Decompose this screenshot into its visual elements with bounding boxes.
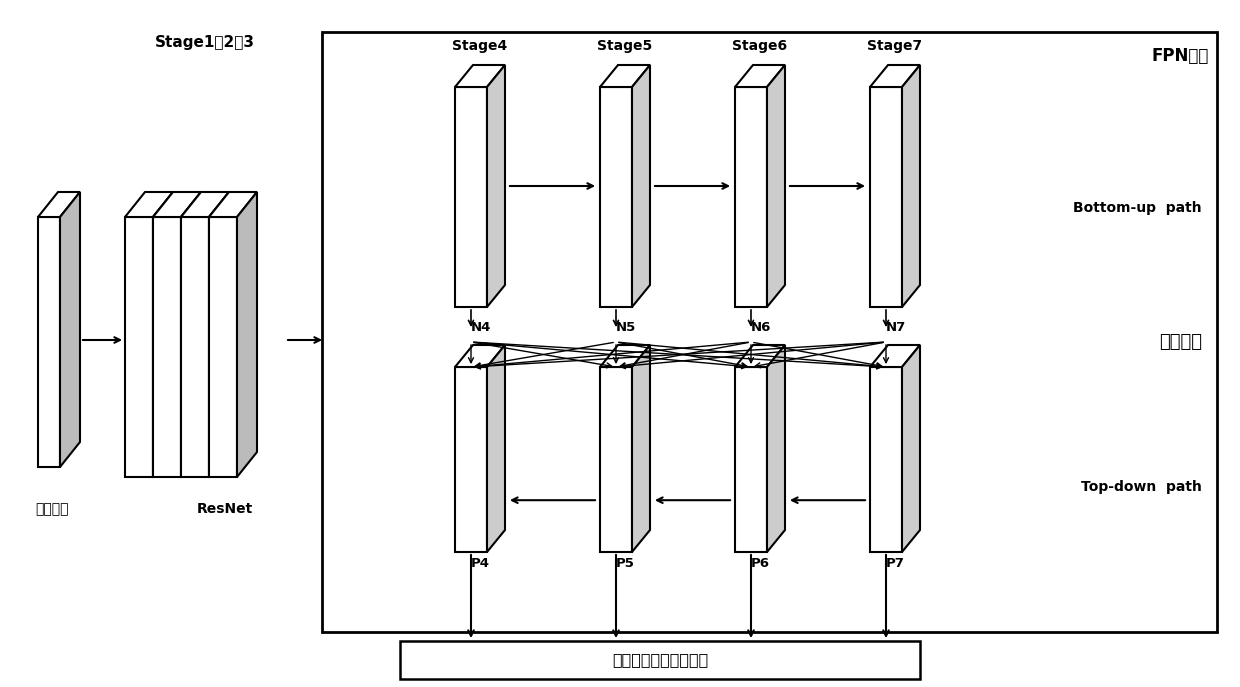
Polygon shape: [632, 65, 650, 307]
Polygon shape: [632, 345, 650, 552]
Text: ResNet: ResNet: [197, 502, 253, 516]
Text: P6: P6: [751, 557, 770, 570]
Bar: [401, 641, 920, 679]
Polygon shape: [870, 87, 901, 307]
Text: Stage7: Stage7: [868, 39, 923, 53]
Polygon shape: [153, 192, 174, 477]
Polygon shape: [455, 87, 487, 307]
Text: Stage6: Stage6: [733, 39, 787, 53]
Polygon shape: [153, 217, 181, 477]
Text: 密集连接: 密集连接: [1159, 333, 1202, 351]
Polygon shape: [768, 345, 785, 552]
Polygon shape: [125, 192, 174, 217]
Text: P7: P7: [887, 557, 905, 570]
Text: N4: N4: [471, 321, 491, 334]
Text: Stage4: Stage4: [453, 39, 507, 53]
Polygon shape: [237, 192, 257, 477]
Text: Bottom-up  path: Bottom-up path: [1074, 201, 1202, 215]
Polygon shape: [60, 192, 81, 467]
Text: P4: P4: [471, 557, 490, 570]
Polygon shape: [210, 192, 257, 217]
Polygon shape: [600, 345, 650, 367]
Polygon shape: [870, 65, 920, 87]
Polygon shape: [870, 367, 901, 552]
Polygon shape: [210, 192, 229, 477]
Polygon shape: [153, 192, 201, 217]
Polygon shape: [125, 217, 153, 477]
Text: N7: N7: [887, 321, 906, 334]
Polygon shape: [181, 192, 229, 217]
Polygon shape: [901, 345, 920, 552]
Polygon shape: [487, 345, 505, 552]
Polygon shape: [901, 65, 920, 307]
Polygon shape: [768, 65, 785, 307]
Polygon shape: [38, 192, 81, 217]
Bar: [322, 32, 1216, 632]
Polygon shape: [870, 345, 920, 367]
Text: FPN模块: FPN模块: [1152, 47, 1209, 65]
Text: N5: N5: [616, 321, 636, 334]
Text: P5: P5: [616, 557, 635, 570]
Polygon shape: [455, 65, 505, 87]
Polygon shape: [487, 65, 505, 307]
Polygon shape: [600, 87, 632, 307]
Polygon shape: [210, 217, 237, 477]
Polygon shape: [735, 65, 785, 87]
Polygon shape: [735, 367, 768, 552]
Text: Stage1，2，3: Stage1，2，3: [155, 34, 255, 49]
Polygon shape: [600, 65, 650, 87]
Polygon shape: [600, 367, 632, 552]
Polygon shape: [181, 217, 210, 477]
Polygon shape: [455, 367, 487, 552]
Text: 类别预测和边界框回归: 类别预测和边界框回归: [611, 653, 708, 668]
Text: Stage5: Stage5: [598, 39, 652, 53]
Polygon shape: [181, 192, 201, 477]
Polygon shape: [735, 345, 785, 367]
Polygon shape: [735, 87, 768, 307]
Text: 输入图像: 输入图像: [35, 502, 68, 516]
Polygon shape: [455, 345, 505, 367]
Polygon shape: [38, 217, 60, 467]
Text: Top-down  path: Top-down path: [1081, 480, 1202, 494]
Text: N6: N6: [751, 321, 771, 334]
